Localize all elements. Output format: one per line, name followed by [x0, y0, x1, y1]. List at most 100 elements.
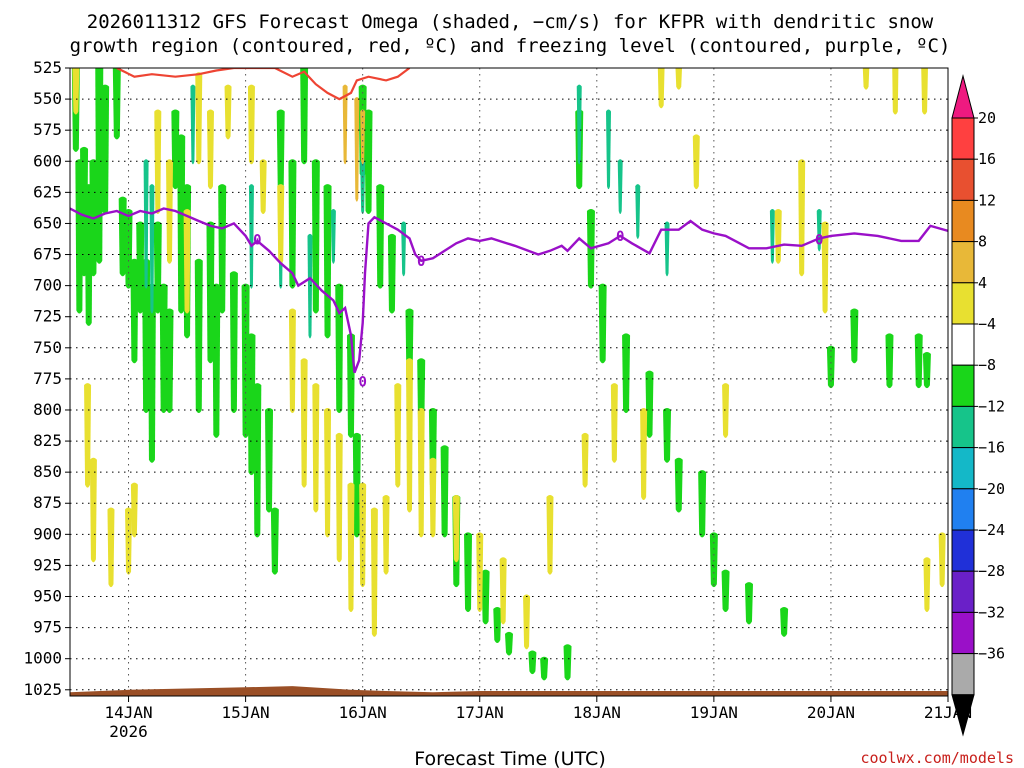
contour-layer: 0 0 0 0 0	[70, 68, 948, 390]
omega-green-streak	[922, 352, 931, 389]
omega-yellow-streak	[347, 482, 355, 612]
colorbar-label: −24	[978, 521, 1005, 539]
omega-yellow-streak	[675, 68, 682, 90]
omega-teal-streak	[330, 209, 336, 264]
freezing-level-label: 0	[616, 229, 624, 245]
omega-yellow-streak	[722, 383, 730, 438]
omega-green-streak	[218, 184, 227, 314]
freezing-level-label: 0	[815, 233, 823, 249]
omega-green-streak	[352, 432, 361, 538]
omega-green-streak	[826, 345, 835, 389]
y-tick-label: 625	[33, 182, 62, 201]
colorbar-label: −8	[978, 356, 996, 374]
omega-teal-streak	[307, 233, 313, 339]
colorbar-swatch	[951, 117, 975, 160]
omega-green-streak	[171, 109, 180, 190]
x-tick-sublabel: 2026	[109, 722, 148, 741]
colorbar-label: −16	[978, 439, 1005, 457]
omega-yellow-streak	[798, 159, 806, 277]
omega-yellow-streak	[452, 495, 460, 563]
omega-teal-streak	[816, 209, 822, 252]
omega-green-streak	[540, 656, 549, 681]
y-tick-label: 1025	[23, 680, 62, 699]
colorbar-label: −36	[978, 645, 1005, 663]
omega-yellow-streak	[581, 432, 589, 488]
omega-green-streak	[130, 258, 139, 364]
omega-green-streak	[253, 383, 262, 538]
freezing-level-label: 0	[358, 374, 366, 390]
freezing-level-label: 0	[417, 254, 425, 270]
omega-teal-streak	[149, 184, 155, 314]
colorbar-swatch	[951, 447, 975, 490]
dgz-contour-line	[116, 68, 411, 101]
y-tick-label: 600	[33, 151, 62, 170]
credit-text[interactable]: coolwx.com/models	[860, 749, 1014, 767]
omega-teal-streak	[248, 184, 254, 289]
omega-yellow-streak	[429, 457, 437, 538]
y-axis-ticks: 525 550 575 600 625 650 675 700 725 750 775 800 825 8…	[23, 58, 70, 699]
colorbar-swatch	[951, 323, 975, 366]
omega-green-streak	[481, 569, 490, 625]
omega-yellow-streak	[324, 407, 332, 538]
omega-green-streak	[376, 184, 385, 289]
freezing-level-line	[70, 207, 948, 374]
x-tick-label: 20JAN	[807, 703, 855, 722]
x-tick-label: 16JAN	[339, 703, 387, 722]
omega-green-streak	[663, 407, 672, 463]
x-tick-label: 19JAN	[690, 703, 738, 722]
omega-green-streak	[136, 221, 145, 314]
omega-green-streak	[276, 109, 285, 190]
omega-yellow-streak	[523, 594, 531, 650]
colorbar-swatch	[951, 488, 975, 531]
omega-yellow-streak	[300, 358, 308, 488]
omega-green-streak	[850, 308, 859, 364]
omega-yellow-streak	[370, 507, 378, 637]
omega-yellow-streak	[72, 68, 80, 115]
y-tick-label: 850	[33, 462, 62, 481]
x-tick-label: 15JAN	[222, 703, 270, 722]
omega-yellow-streak	[692, 134, 700, 190]
omega-yellow-streak	[382, 495, 390, 575]
omega-yellow-streak	[892, 68, 899, 115]
colorbar-label: −32	[978, 603, 1005, 621]
omega-teal-streak	[635, 184, 641, 239]
omega-orange-streak	[354, 97, 360, 202]
colorbar-swatch	[951, 611, 975, 655]
omega-orange-streak	[360, 109, 366, 165]
x-axis-label: Forecast Time (UTC)	[414, 748, 605, 768]
chart-title-line-2: growth region (contoured, red, ºC) and f…	[70, 35, 951, 57]
omega-green-streak	[709, 532, 718, 588]
y-tick-label: 750	[33, 338, 62, 357]
omega-green-streak	[364, 109, 373, 215]
omega-green-streak	[265, 407, 274, 513]
omega-green-streak	[622, 333, 631, 413]
omega-green-streak	[270, 507, 279, 575]
omega-teal-streak	[769, 209, 775, 264]
omega-yellow-streak	[288, 308, 296, 413]
omega-green-streak	[335, 283, 344, 413]
omega-yellow-streak	[923, 557, 931, 612]
omega-green-streak	[212, 283, 221, 438]
colorbar-label: −4	[978, 315, 996, 333]
colorbar-label: 12	[978, 191, 996, 209]
omega-yellow-streak	[107, 507, 115, 588]
omega-teal-streak	[606, 109, 612, 190]
y-tick-label: 775	[33, 369, 62, 388]
colorbar-label: −28	[978, 562, 1005, 580]
y-tick-label: 1000	[23, 649, 62, 668]
colorbar-label: 20	[978, 109, 996, 127]
x-tick-label: 14JAN	[104, 703, 152, 722]
grid-lines	[70, 68, 948, 696]
colorbar-swatch	[951, 364, 975, 407]
y-tick-label: 975	[33, 618, 62, 637]
omega-teal-streak	[401, 221, 407, 277]
colorbar-bottom-arrow	[951, 694, 975, 737]
omega-yellow-streak	[183, 209, 191, 314]
omega-yellow-streak	[312, 383, 320, 513]
omega-green-streak	[101, 84, 110, 215]
omega-yellow-streak	[359, 482, 367, 588]
y-tick-label: 650	[33, 213, 62, 232]
omega-yellow-streak	[417, 407, 425, 538]
omega-yellow-streak	[195, 72, 203, 165]
omega-green-streak	[346, 333, 355, 438]
